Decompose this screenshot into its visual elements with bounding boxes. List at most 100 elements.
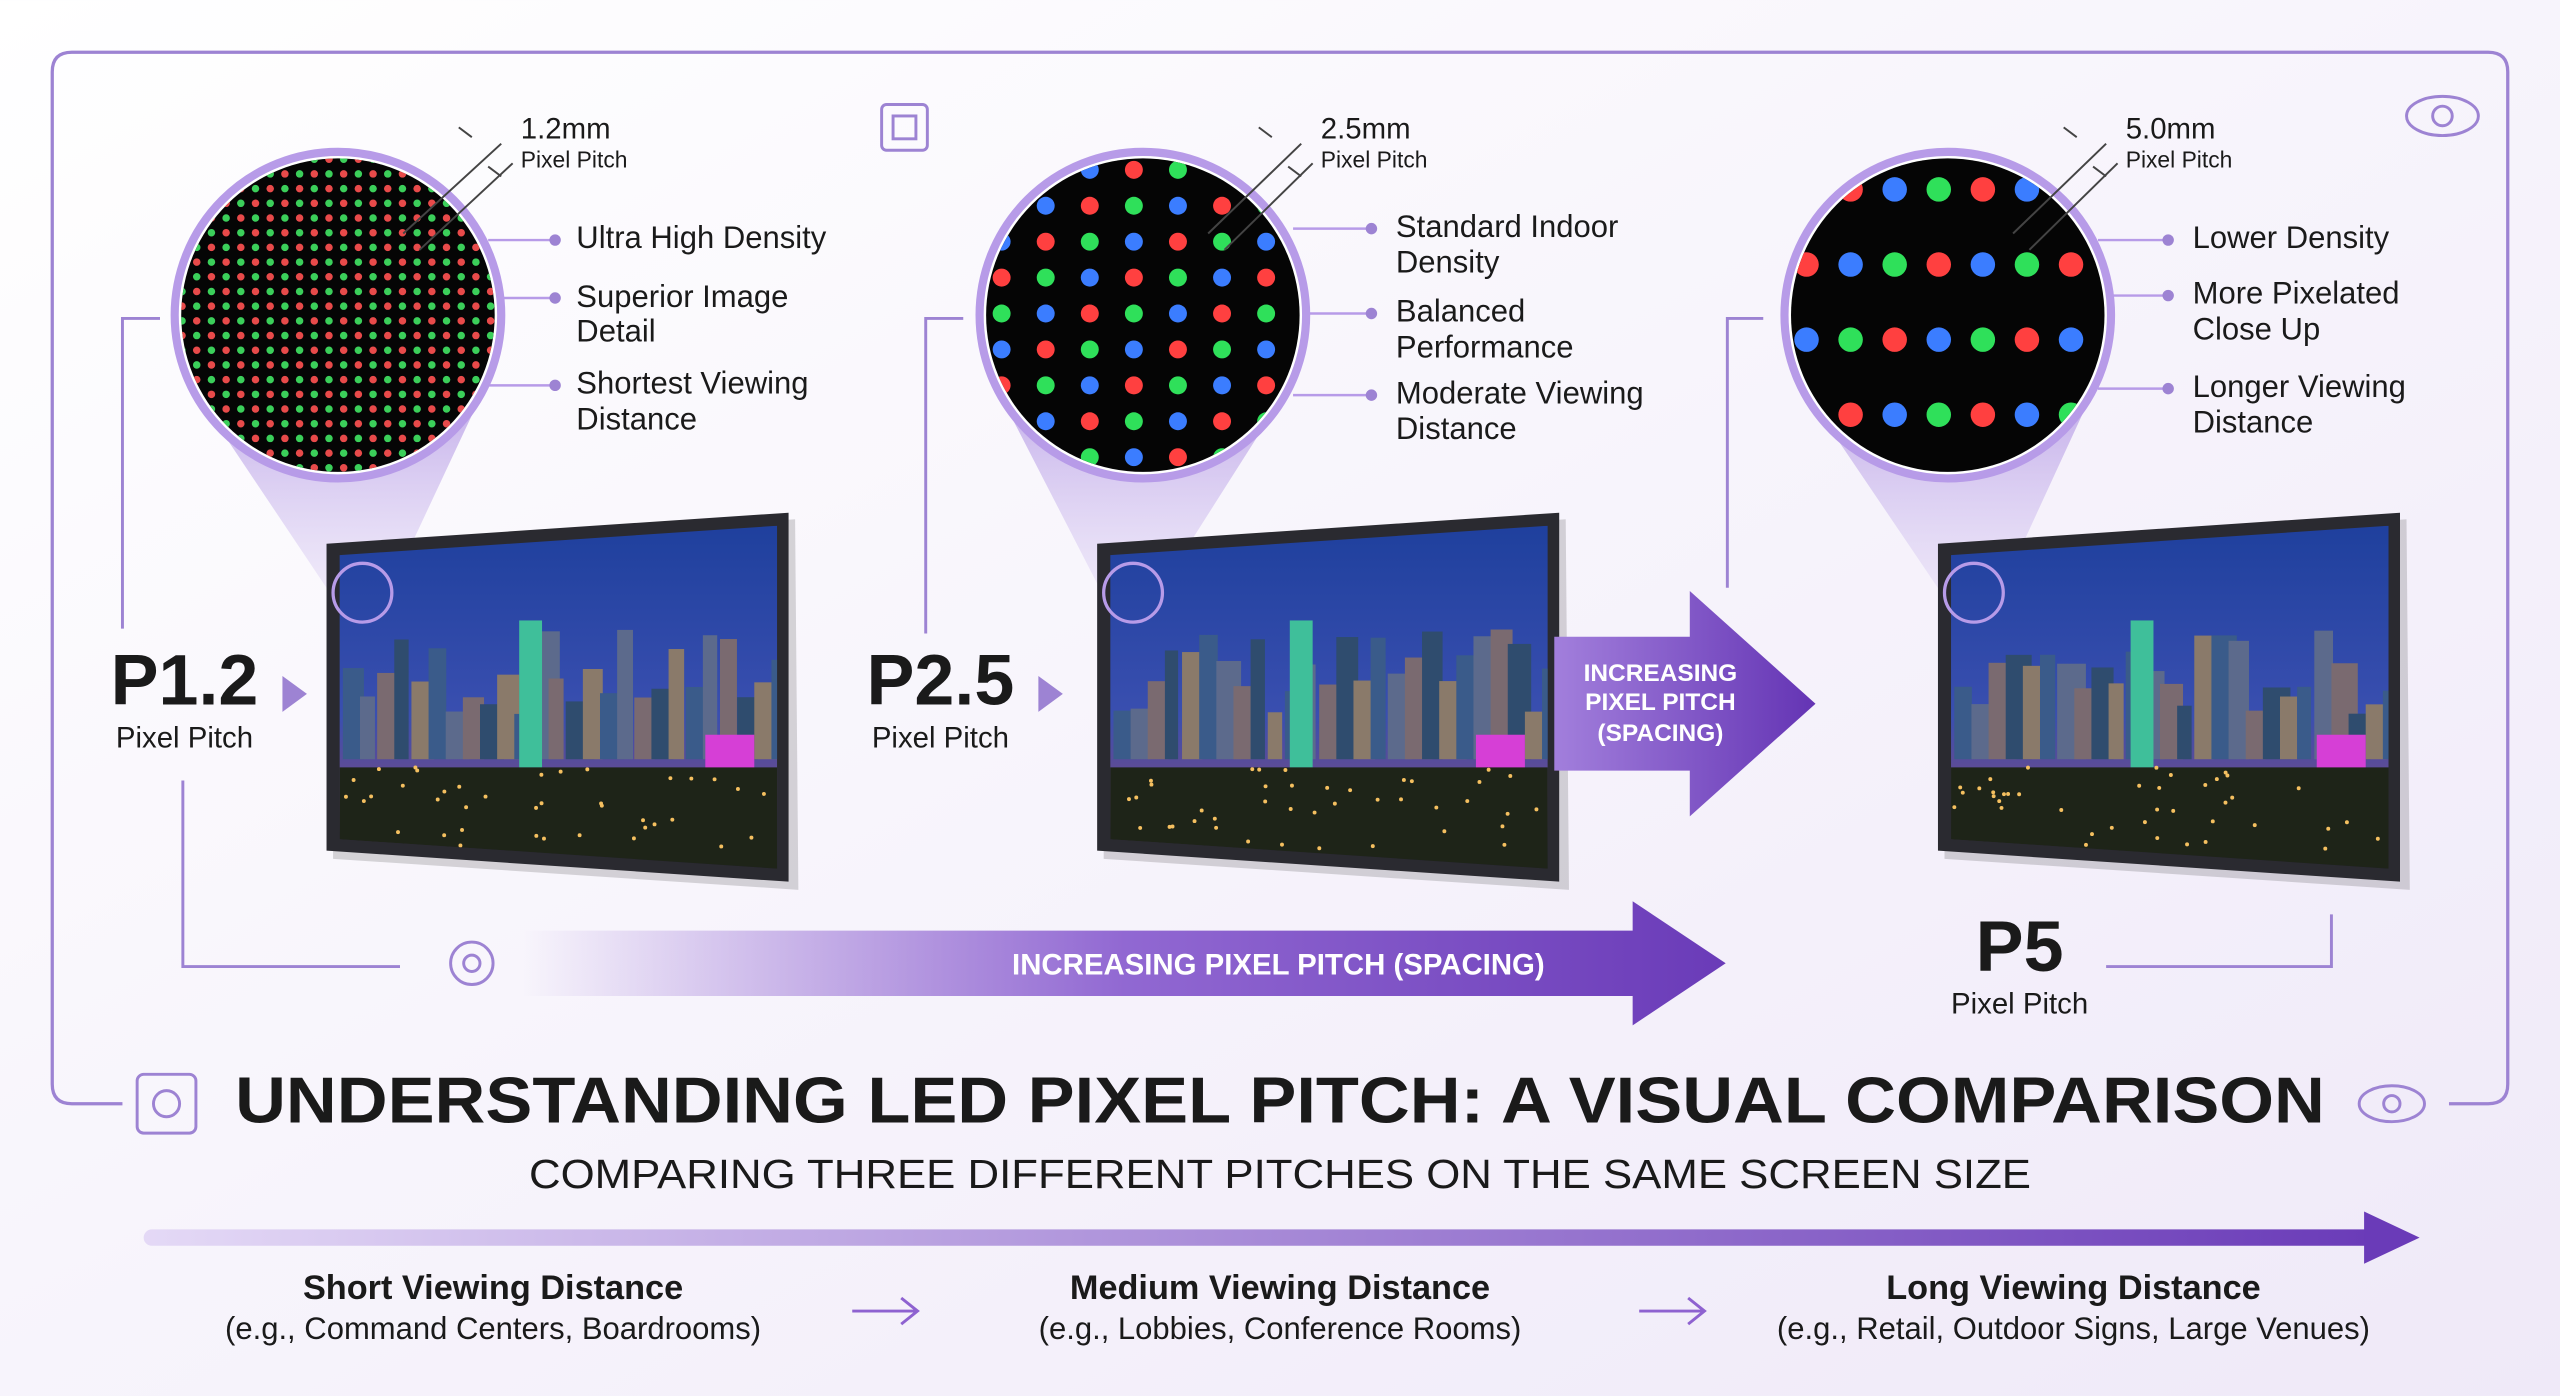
led bbox=[1124, 196, 1143, 215]
led bbox=[237, 199, 245, 208]
led bbox=[281, 170, 289, 178]
led bbox=[1124, 232, 1143, 251]
feature-bullet bbox=[1365, 307, 1378, 320]
city-light bbox=[442, 789, 447, 794]
led bbox=[384, 317, 392, 325]
led bbox=[237, 331, 245, 340]
building bbox=[2194, 635, 2214, 760]
building bbox=[2382, 690, 2389, 760]
led bbox=[222, 375, 230, 384]
led bbox=[310, 375, 319, 384]
led bbox=[428, 287, 436, 296]
led bbox=[1882, 177, 1907, 202]
led bbox=[339, 228, 348, 237]
city-light bbox=[1465, 799, 1470, 803]
led bbox=[310, 317, 319, 325]
building bbox=[1542, 668, 1548, 760]
led bbox=[281, 302, 289, 310]
zoom-marker bbox=[331, 561, 394, 624]
city-light bbox=[2296, 786, 2301, 791]
led bbox=[251, 243, 260, 252]
led bbox=[1257, 376, 1276, 395]
led bbox=[281, 434, 289, 443]
led bbox=[251, 184, 260, 193]
distance-title: Medium Viewing Distance bbox=[1070, 1269, 1490, 1307]
led bbox=[251, 273, 260, 281]
city-light bbox=[1214, 825, 1219, 830]
city-light bbox=[1246, 839, 1251, 844]
feature-text: Balanced bbox=[1396, 294, 1525, 329]
led bbox=[325, 302, 333, 310]
led bbox=[1213, 268, 1232, 287]
led bbox=[295, 449, 304, 457]
led bbox=[237, 273, 245, 281]
led bbox=[354, 287, 363, 296]
led bbox=[266, 449, 274, 457]
led bbox=[207, 331, 216, 340]
led bbox=[384, 273, 392, 281]
led bbox=[181, 317, 186, 325]
city-light bbox=[460, 828, 464, 832]
led bbox=[222, 331, 230, 340]
tower bbox=[519, 620, 543, 768]
building bbox=[1250, 639, 1265, 760]
led bbox=[281, 243, 289, 252]
led bbox=[354, 434, 363, 443]
led bbox=[266, 273, 274, 281]
city-light bbox=[643, 825, 648, 830]
led bbox=[1970, 327, 1996, 352]
led bbox=[207, 317, 216, 325]
led bbox=[325, 390, 333, 399]
led bbox=[295, 375, 304, 384]
led bbox=[222, 390, 230, 399]
screen bbox=[1951, 525, 2389, 869]
led bbox=[1926, 327, 1952, 352]
led bbox=[1124, 304, 1143, 323]
led bbox=[222, 361, 230, 369]
city-light bbox=[1250, 767, 1255, 772]
city-light bbox=[1138, 825, 1143, 830]
building bbox=[634, 697, 655, 760]
led bbox=[310, 464, 319, 472]
led bbox=[472, 375, 480, 384]
middle-arrow bbox=[1554, 591, 1816, 817]
led bbox=[266, 405, 274, 413]
city-light bbox=[1199, 808, 1204, 813]
led bbox=[428, 419, 436, 428]
led bbox=[384, 287, 392, 296]
led bbox=[486, 287, 495, 296]
led bbox=[295, 405, 304, 413]
led bbox=[369, 346, 377, 354]
measure-pointer bbox=[1207, 126, 1314, 251]
led bbox=[369, 361, 377, 369]
city-light bbox=[1502, 842, 1507, 847]
led bbox=[207, 302, 216, 310]
building bbox=[462, 697, 485, 760]
led bbox=[413, 258, 421, 266]
city-light bbox=[2185, 842, 2190, 847]
led bbox=[413, 184, 421, 193]
led bbox=[281, 449, 289, 457]
city-light bbox=[1212, 816, 1217, 821]
led bbox=[1168, 304, 1187, 323]
led bbox=[384, 228, 392, 237]
city-light bbox=[1434, 805, 1439, 810]
led bbox=[1213, 304, 1232, 323]
led bbox=[369, 434, 377, 443]
led bbox=[457, 331, 465, 340]
led bbox=[428, 258, 436, 266]
city-light bbox=[2142, 820, 2147, 825]
led bbox=[369, 228, 377, 237]
led bbox=[384, 375, 392, 384]
led bbox=[398, 419, 407, 428]
city-light bbox=[2171, 808, 2176, 813]
led bbox=[237, 375, 245, 384]
feature-text: Shortest Viewing bbox=[576, 366, 808, 401]
building bbox=[1353, 680, 1376, 760]
building bbox=[1490, 629, 1513, 760]
screen bbox=[1110, 525, 1548, 869]
measure-caption: Pixel Pitch bbox=[2126, 147, 2233, 173]
led bbox=[1257, 304, 1276, 323]
city-light bbox=[1505, 811, 1510, 816]
